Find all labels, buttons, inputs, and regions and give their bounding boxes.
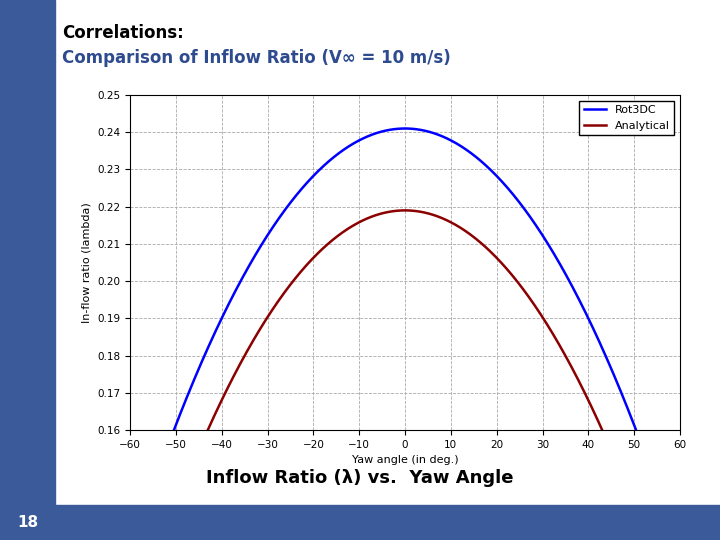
Rot3DC	[555, 260, 564, 266]
Line: Analytical: Analytical	[130, 211, 680, 540]
Analytical	[504, 267, 513, 274]
Analytical	[400, 207, 409, 214]
Text: Correlations:: Correlations:	[62, 24, 184, 42]
Line: Rot3DC: Rot3DC	[130, 129, 680, 540]
Analytical	[368, 213, 377, 220]
Rot3DC	[348, 141, 356, 147]
X-axis label: Yaw angle (in deg.): Yaw angle (in deg.)	[351, 455, 459, 465]
Text: Comparison of Inflow Ratio (V∞ = 10 m/s): Comparison of Inflow Ratio (V∞ = 10 m/s)	[62, 49, 451, 66]
Analytical	[182, 478, 191, 484]
Analytical	[555, 342, 564, 348]
Rot3DC	[504, 185, 513, 192]
Analytical	[565, 360, 574, 366]
Y-axis label: In-flow ratio (lambda): In-flow ratio (lambda)	[81, 202, 91, 323]
Rot3DC	[368, 131, 377, 138]
Rot3DC	[182, 396, 191, 402]
Legend: Rot3DC, Analytical: Rot3DC, Analytical	[580, 100, 675, 135]
Analytical	[348, 223, 356, 230]
Rot3DC	[400, 125, 409, 132]
Rot3DC	[565, 278, 574, 284]
Text: 18: 18	[17, 515, 38, 530]
Text: Inflow Ratio (λ) vs.  Yaw Angle: Inflow Ratio (λ) vs. Yaw Angle	[206, 469, 514, 487]
